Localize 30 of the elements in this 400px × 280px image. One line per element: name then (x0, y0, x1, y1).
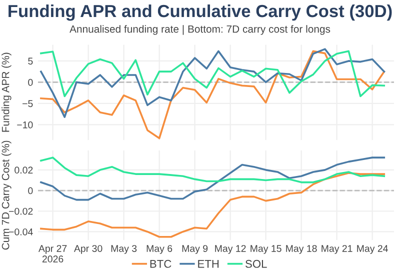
x-tick-label: May 24 (357, 245, 388, 254)
line-series (40, 50, 386, 140)
line-series (40, 172, 386, 238)
chart-title: Funding APR and Cumulative Carry Cost (30D) (8, 4, 392, 21)
legend-label: ETH (198, 260, 219, 268)
chart-subtitle: Annualised funding rate | Bottom: 7D carry cost for longs (70, 25, 330, 35)
y-tick-label: 0 (28, 78, 33, 86)
legend-label: SOL (246, 260, 267, 268)
x-tick-label: May 9 (182, 245, 208, 254)
x-tick-label: May 6 (146, 245, 172, 254)
y-tick-label: −5 (22, 100, 33, 108)
y-tick-label: 0.02 (14, 166, 33, 174)
line-series (40, 156, 386, 184)
line-series (40, 156, 386, 201)
line-series (40, 48, 386, 118)
x-tick-label: May 21 (322, 245, 352, 254)
y-tick-label: 5 (28, 58, 33, 65)
y-tick-label: −0.02 (9, 208, 33, 215)
y-tick-label: −0.04 (9, 228, 33, 236)
line-series (40, 50, 386, 98)
y-tick-label: 0 (28, 187, 33, 194)
x-tick-label: May 12 (215, 245, 246, 254)
x-tick-label: Apr 30 (74, 245, 102, 254)
x-tick-label: May 3 (111, 245, 137, 254)
y-axis-title: Funding APR (%) (2, 52, 12, 132)
y-tick-label: −10 (17, 121, 33, 128)
x-tick-label: May 15 (250, 245, 282, 254)
legend-label: BTC (150, 260, 172, 268)
x-tick-label: May 18 (286, 245, 317, 254)
x-tick-label: Apr 27 2026 (38, 245, 67, 262)
